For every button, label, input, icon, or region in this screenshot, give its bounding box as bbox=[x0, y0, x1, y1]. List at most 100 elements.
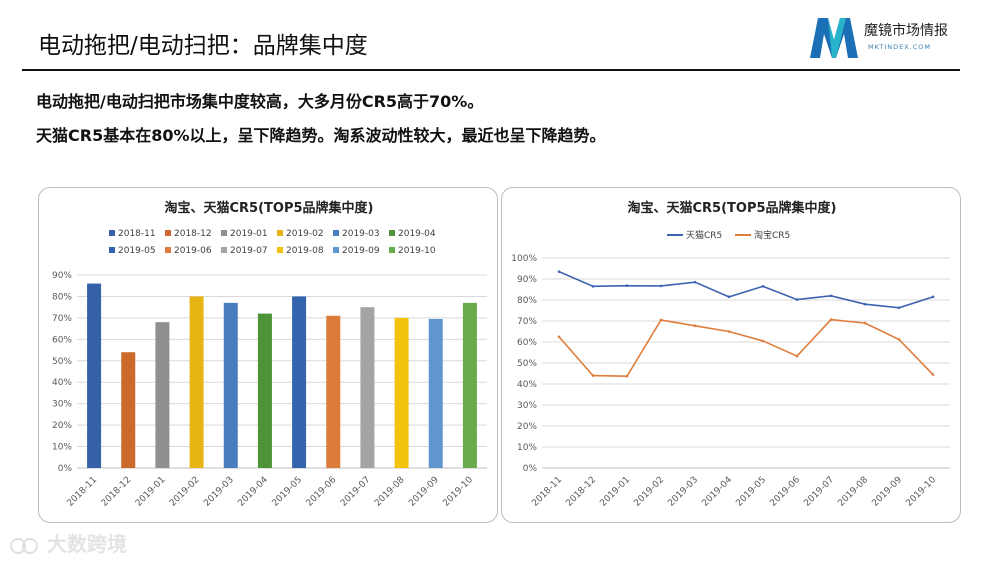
page-title: 电动拖把/电动扫把：品牌集中度 bbox=[38, 33, 368, 59]
bar bbox=[87, 283, 102, 468]
x-tick-label: 2018-12 bbox=[100, 475, 134, 509]
data-point bbox=[863, 302, 867, 306]
x-tick-label: 2019-09 bbox=[407, 475, 441, 509]
y-tick-label: 60% bbox=[517, 338, 537, 348]
brand-logo: 魔镜市场情报 MKTINDEX.COM bbox=[806, 12, 966, 62]
bar bbox=[394, 317, 409, 468]
y-tick-label: 50% bbox=[517, 359, 537, 369]
data-point bbox=[727, 295, 731, 299]
legend-label: 2019-04 bbox=[398, 229, 436, 239]
x-tick-label: 2019-05 bbox=[271, 475, 305, 509]
legend-swatch bbox=[333, 247, 339, 253]
bar bbox=[360, 307, 375, 468]
bar bbox=[155, 322, 170, 468]
logo-name: 魔镜市场情报 bbox=[864, 23, 948, 39]
x-tick-label: 2018-11 bbox=[530, 475, 564, 509]
y-tick-label: 40% bbox=[517, 380, 537, 390]
x-tick-label: 2019-02 bbox=[632, 475, 666, 509]
x-tick-label: 2019-03 bbox=[666, 475, 700, 509]
data-point bbox=[557, 335, 561, 339]
x-tick-label: 2019-04 bbox=[236, 475, 270, 509]
y-tick-label: 0% bbox=[523, 464, 538, 474]
y-tick-label: 80% bbox=[52, 292, 72, 302]
data-point bbox=[829, 318, 833, 321]
y-tick-label: 20% bbox=[52, 421, 72, 431]
watermark-logo-icon bbox=[10, 537, 38, 554]
data-point bbox=[761, 339, 765, 343]
y-tick-label: 90% bbox=[52, 271, 72, 281]
data-point bbox=[625, 374, 629, 378]
data-point bbox=[863, 321, 867, 325]
legend-label: 2019-09 bbox=[342, 246, 380, 256]
legend-label: 2019-06 bbox=[174, 246, 212, 256]
data-point bbox=[761, 285, 765, 288]
y-tick-label: 20% bbox=[517, 422, 537, 432]
chart-title: 淘宝、天猫CR5(TOP5品牌集中度) bbox=[165, 200, 374, 216]
y-tick-label: 10% bbox=[52, 443, 72, 453]
legend-label: 2019-07 bbox=[230, 246, 268, 256]
data-point bbox=[829, 294, 833, 298]
legend-label: 2018-11 bbox=[118, 229, 156, 239]
data-point bbox=[795, 354, 799, 358]
x-tick-label: 2019-08 bbox=[836, 475, 870, 509]
data-point bbox=[659, 318, 663, 322]
legend-label: 2019-02 bbox=[286, 229, 324, 239]
bar bbox=[257, 313, 272, 468]
data-point bbox=[625, 284, 629, 288]
line-chart: 淘宝、天猫CR5(TOP5品牌集中度) 天猫CR5 淘宝CR5 0% 10% 20% 30%… bbox=[511, 200, 950, 509]
data-point bbox=[931, 295, 935, 299]
y-tick-label: 10% bbox=[517, 443, 537, 453]
legend-swatch bbox=[221, 247, 227, 253]
legend-label: 2019-08 bbox=[286, 246, 324, 256]
bar bbox=[462, 302, 477, 468]
y-tick-label: 0% bbox=[58, 464, 73, 474]
title-divider bbox=[22, 69, 960, 71]
data-point bbox=[897, 338, 901, 341]
x-tick-label: 2019-01 bbox=[598, 475, 632, 509]
y-tick-label: 100% bbox=[511, 254, 537, 264]
x-tick-label: 2019-04 bbox=[700, 475, 734, 509]
legend-swatch bbox=[109, 230, 115, 236]
legend-label: 2018-12 bbox=[174, 229, 212, 239]
x-tick-label: 2019-10 bbox=[441, 475, 475, 509]
y-tick-label: 30% bbox=[52, 400, 72, 410]
data-point bbox=[693, 280, 697, 284]
logo-mark-icon bbox=[810, 18, 858, 58]
y-tick-label: 70% bbox=[52, 314, 72, 324]
x-tick-label: 2019-02 bbox=[168, 475, 202, 509]
x-tick-label: 2019-06 bbox=[768, 475, 802, 509]
chart-title: 淘宝、天猫CR5(TOP5品牌集中度) bbox=[628, 200, 837, 216]
legend-label: 2019-05 bbox=[118, 246, 156, 256]
watermark: 大数跨境 bbox=[10, 528, 127, 557]
data-point bbox=[727, 330, 731, 333]
data-point bbox=[931, 373, 935, 376]
legend-swatch bbox=[333, 230, 339, 236]
legend-label: 天猫CR5 bbox=[686, 229, 722, 241]
y-tick-label: 30% bbox=[517, 401, 537, 411]
x-tick-label: 2019-01 bbox=[134, 475, 168, 509]
data-point bbox=[557, 270, 561, 273]
bar bbox=[292, 296, 307, 468]
legend-label: 2019-03 bbox=[342, 229, 380, 239]
legend-swatch bbox=[165, 247, 171, 253]
x-tick-label: 2019-06 bbox=[305, 475, 339, 509]
data-point bbox=[591, 285, 595, 288]
x-tick-label: 2019-05 bbox=[734, 475, 768, 509]
data-point bbox=[659, 284, 663, 288]
x-tick-label: 2019-08 bbox=[373, 475, 407, 509]
x-tick-label: 2019-07 bbox=[802, 475, 836, 509]
data-point bbox=[591, 374, 595, 377]
legend-label: 2019-01 bbox=[230, 229, 268, 239]
legend-label: 淘宝CR5 bbox=[754, 229, 790, 241]
bar bbox=[121, 352, 136, 468]
logo-subtitle: MKTINDEX.COM bbox=[868, 43, 932, 51]
summary-line-1: 电动拖把/电动扫把市场集中度较高，大多月份CR5高于70%。 bbox=[36, 92, 484, 111]
legend-swatch bbox=[277, 247, 283, 253]
x-tick-label: 2019-03 bbox=[202, 475, 236, 509]
legend-swatch bbox=[221, 230, 227, 236]
bar-chart: 淘宝、天猫CR5(TOP5品牌集中度)2018-11 2018-12 2019-01… bbox=[52, 200, 487, 509]
y-tick-label: 80% bbox=[517, 296, 537, 306]
line-chart-panel: 淘宝、天猫CR5(TOP5品牌集中度) 天猫CR5 淘宝CR5 0% 10% 20% 30%… bbox=[501, 187, 961, 523]
x-tick-label: 2019-07 bbox=[339, 475, 373, 509]
x-tick-label: 2019-09 bbox=[870, 475, 904, 509]
